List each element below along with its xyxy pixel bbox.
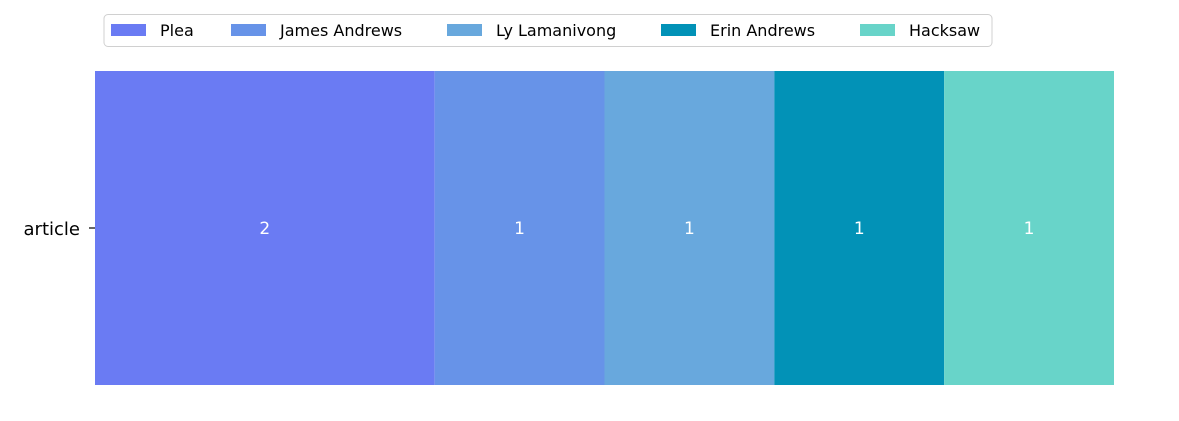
legend-label: Erin Andrews bbox=[710, 21, 815, 40]
y-axis: article bbox=[24, 219, 95, 240]
legend-swatch bbox=[111, 24, 146, 36]
data-label-ly-lamanivong: 1 bbox=[684, 219, 695, 239]
data-label-hacksaw: 1 bbox=[1024, 219, 1035, 239]
legend-label: Ly Lamanivong bbox=[496, 21, 616, 40]
data-label-erin-andrews: 1 bbox=[854, 219, 865, 239]
bar-erin-andrews bbox=[774, 71, 945, 385]
bar-james-andrews bbox=[434, 71, 605, 385]
legend-entry-ly-lamanivong: Ly Lamanivong bbox=[447, 21, 616, 40]
legend-swatch bbox=[860, 24, 895, 36]
data-label-plea: 2 bbox=[259, 219, 270, 239]
bar-plea bbox=[95, 71, 435, 385]
legend-frame bbox=[103, 14, 993, 47]
legend-swatch bbox=[447, 24, 482, 36]
legend-entry-plea: Plea bbox=[111, 21, 194, 40]
legend-swatch bbox=[661, 24, 696, 36]
data-label-james-andrews: 1 bbox=[514, 219, 525, 239]
y-tick-label: article bbox=[24, 219, 80, 240]
legend-swatch bbox=[231, 24, 266, 36]
legend-label: Hacksaw bbox=[909, 21, 980, 40]
bars: 2 1 1 1 1 bbox=[95, 71, 1114, 385]
legend-label: James Andrews bbox=[279, 21, 402, 40]
bar-hacksaw bbox=[944, 71, 1114, 385]
legend-entry-erin-andrews: Erin Andrews bbox=[661, 21, 815, 40]
bar-ly-lamanivong bbox=[604, 71, 775, 385]
legend-entry-hacksaw: Hacksaw bbox=[860, 21, 980, 40]
legend-label: Plea bbox=[160, 21, 194, 40]
legend-entry-james-andrews: James Andrews bbox=[231, 21, 402, 40]
legend: Plea James Andrews Ly Lamanivong Erin Andre… bbox=[103, 14, 993, 47]
